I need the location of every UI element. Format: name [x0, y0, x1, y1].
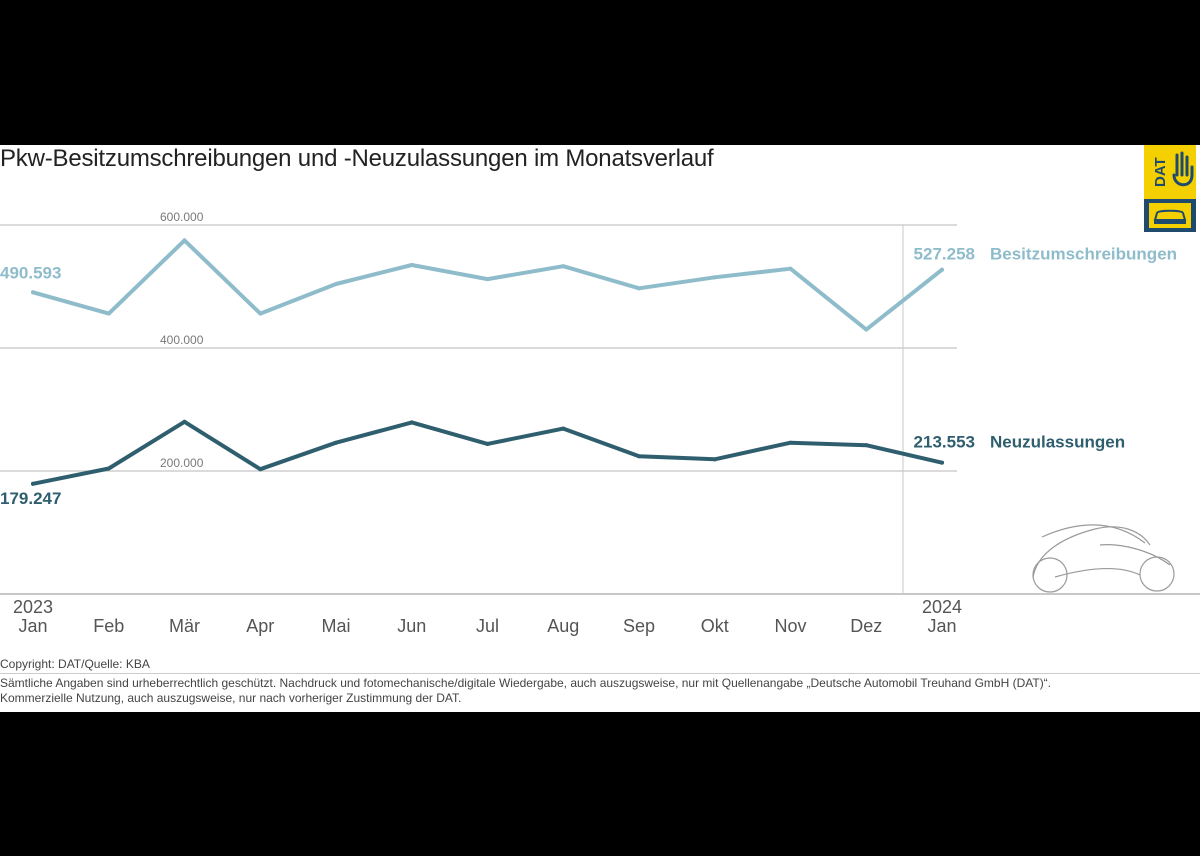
- x-year-label: 2023: [13, 597, 53, 617]
- data-point-besitz: [712, 275, 717, 280]
- data-point-neu: [334, 440, 338, 445]
- x-year-label: 2024: [922, 597, 962, 617]
- data-point-besitz: [485, 277, 490, 282]
- data-point-besitz: [561, 264, 566, 269]
- x-axis: Jan Feb Mär Apr Mai Jun Jul Aug Sep Okt Nov Dez Jan2…: [13, 597, 962, 636]
- x-tick-label: Jun: [397, 616, 426, 636]
- logo-text: DAT: [1152, 157, 1169, 187]
- footer-divider: [0, 673, 1200, 674]
- last-value-label-neu: 213.553: [914, 433, 975, 452]
- first-value-label-besitz: 490.593: [0, 263, 61, 282]
- chart-canvas: Pkw-Besitzumschreibungen und -Neuzulassu…: [0, 145, 1200, 712]
- y-tick-label: 200.000: [160, 456, 204, 470]
- data-point-neu: [485, 441, 490, 446]
- grid-layer: 200.000 400.000 600.000: [0, 210, 1200, 595]
- data-point-neu: [258, 467, 263, 472]
- x-tick-label: Dez: [850, 616, 882, 636]
- x-tick-label: Sep: [623, 616, 655, 636]
- first-value-label-neu: 179.247: [0, 489, 61, 508]
- data-point-besitz: [334, 282, 338, 287]
- legal-notice-line-2: Kommerzielle Nutzung, auch auszugsweise,…: [0, 691, 462, 705]
- data-point-neu: [409, 420, 414, 425]
- data-point-neu: [940, 460, 944, 465]
- series-layer: [31, 238, 944, 486]
- series-line-besitz: [31, 238, 944, 332]
- data-point-neu: [31, 481, 35, 486]
- copyright-note: Copyright: DAT/Quelle: KBA: [0, 657, 150, 671]
- x-tick-label: Feb: [93, 616, 124, 636]
- series-line-neu: [31, 419, 944, 486]
- series-name-neu: Neuzulassungen: [990, 433, 1125, 452]
- last-value-label-besitz: 527.258: [914, 245, 975, 264]
- x-tick-label: Okt: [701, 616, 729, 636]
- data-point-neu: [637, 454, 641, 459]
- car-illustration: [1032, 524, 1175, 593]
- x-tick-label: Apr: [246, 616, 274, 636]
- data-point-neu: [864, 443, 869, 448]
- series-name-besitz: Besitzumschreibungen: [990, 245, 1177, 264]
- legal-notice-line-1: Sämtliche Angaben sind urheberrechtlich …: [0, 676, 1052, 690]
- data-point-besitz: [106, 311, 111, 316]
- dat-logo: DAT: [1144, 145, 1196, 232]
- x-tick-label: Nov: [774, 616, 806, 636]
- data-point-neu: [788, 440, 793, 445]
- data-point-besitz: [182, 238, 187, 243]
- footer: Copyright: DAT/Quelle: KBA Sämtliche Ang…: [0, 657, 1200, 706]
- chart-title: Pkw-Besitzumschreibungen und -Neuzulassu…: [0, 145, 714, 172]
- x-tick-label: Mär: [169, 616, 200, 636]
- y-tick-label: 600.000: [160, 210, 204, 224]
- data-point-neu: [106, 466, 111, 471]
- data-point-besitz: [637, 286, 641, 291]
- data-point-besitz: [864, 327, 869, 332]
- data-point-besitz: [788, 266, 793, 271]
- line-chart: 200.000 400.000 600.000 490.593 527.258 Besi…: [0, 210, 1200, 636]
- y-tick-label: 400.000: [160, 333, 204, 347]
- data-point-neu: [182, 419, 187, 424]
- x-tick-label: Aug: [547, 616, 579, 636]
- x-tick-label: Jan: [18, 616, 47, 636]
- data-point-neu: [712, 457, 717, 462]
- x-tick-label: Jan: [927, 616, 956, 636]
- label-layer: 490.593 527.258 Besitzumschreibungen 179.24…: [0, 245, 1177, 508]
- x-tick-label: Mai: [321, 616, 350, 636]
- x-tick-label: Jul: [476, 616, 499, 636]
- data-point-neu: [561, 426, 566, 431]
- data-point-besitz: [409, 262, 414, 267]
- data-point-besitz: [31, 290, 35, 295]
- data-point-besitz: [940, 267, 944, 272]
- data-point-besitz: [258, 311, 263, 316]
